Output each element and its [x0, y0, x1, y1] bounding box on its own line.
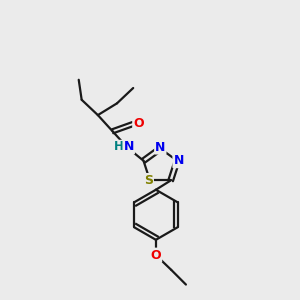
Text: O: O: [133, 117, 144, 130]
Text: N: N: [173, 154, 184, 167]
Text: S: S: [144, 174, 153, 187]
Text: N: N: [124, 140, 134, 153]
Text: H: H: [114, 140, 124, 153]
Text: O: O: [151, 249, 161, 262]
Text: N: N: [155, 141, 166, 154]
